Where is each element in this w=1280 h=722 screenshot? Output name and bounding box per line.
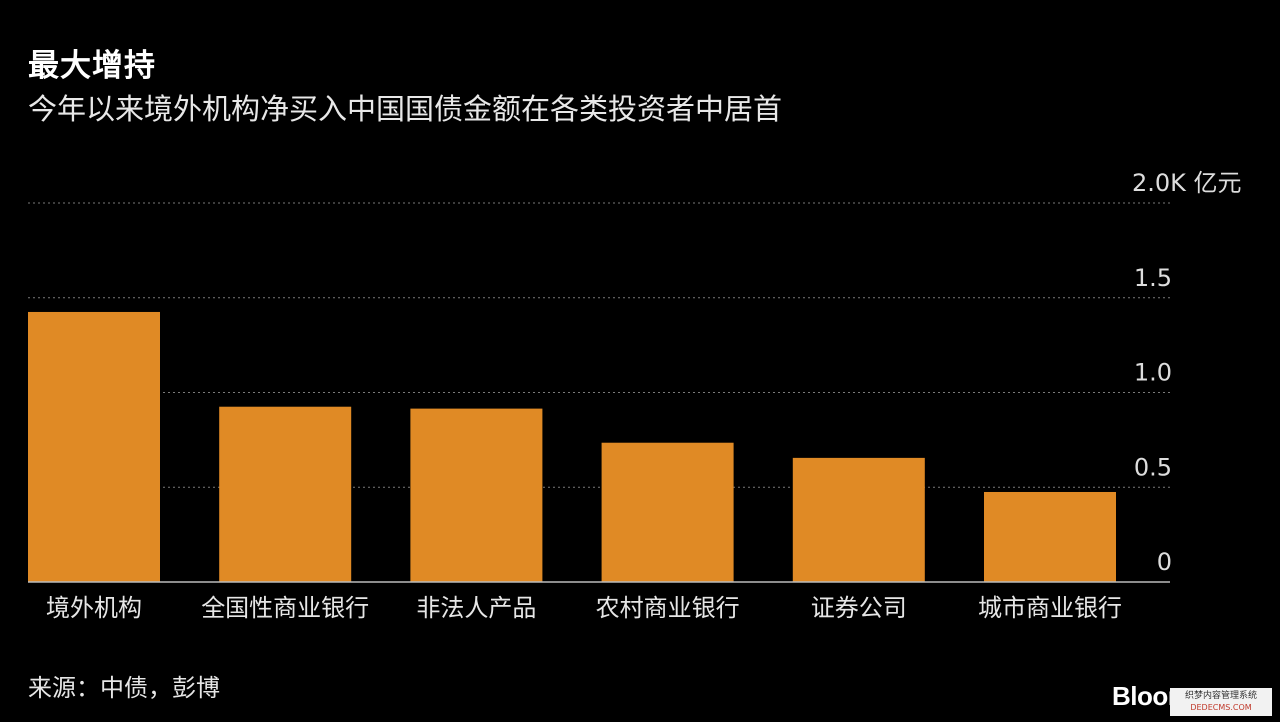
x-category-label-2: 非法人产品 xyxy=(416,594,536,622)
y-tick-label-3: 1.5 xyxy=(1134,264,1172,292)
source-note: 来源：中债，彭博 xyxy=(28,674,220,702)
x-category-label-5: 城市商业银行 xyxy=(978,594,1122,622)
bar-3 xyxy=(601,442,734,582)
bar-2 xyxy=(410,408,543,582)
x-category-label-1: 全国性商业银行 xyxy=(201,594,369,622)
y-tick-label-1: 0.5 xyxy=(1134,453,1172,481)
bloomberg-logo: Bloomberg xyxy=(1112,681,1174,711)
bar-5 xyxy=(984,491,1116,582)
watermark-line2: DEDECMS.COM xyxy=(1190,703,1252,712)
x-axis-category-labels: 境外机构 全国性商业银行 非法人产品 农村商业银行 证券公司 城市商业银行 xyxy=(46,594,1122,622)
y-tick-label-0: 0 xyxy=(1157,548,1172,576)
gridlines xyxy=(28,202,1170,488)
watermark-stamp: 织梦内容管理系统 DEDECMS.COM xyxy=(1170,688,1272,716)
x-category-label-4: 证券公司 xyxy=(811,594,907,622)
x-category-label-3: 农村商业银行 xyxy=(596,594,740,622)
bars xyxy=(28,311,1116,582)
bar-0 xyxy=(28,311,160,582)
chart-subtitle: 今年以来境外机构净买入中国国债金额在各类投资者中居首 xyxy=(28,92,783,126)
y-axis-tick-labels: 0 0.5 1.0 1.5 2.0K 亿元 xyxy=(1132,169,1242,576)
bar-4 xyxy=(792,457,925,582)
bar-chart: 0 0.5 1.0 1.5 2.0K 亿元 境外机构 全国性商业银行 非法人产品 农村商业银行… xyxy=(28,169,1242,622)
y-tick-label-2: 1.0 xyxy=(1134,359,1172,387)
y-tick-label-4: 2.0K 亿元 xyxy=(1132,169,1242,197)
watermark-line1: 织梦内容管理系统 xyxy=(1184,691,1257,701)
chart-title: 最大增持 xyxy=(28,48,156,84)
x-category-label-0: 境外机构 xyxy=(46,594,142,622)
bar-1 xyxy=(219,406,352,582)
